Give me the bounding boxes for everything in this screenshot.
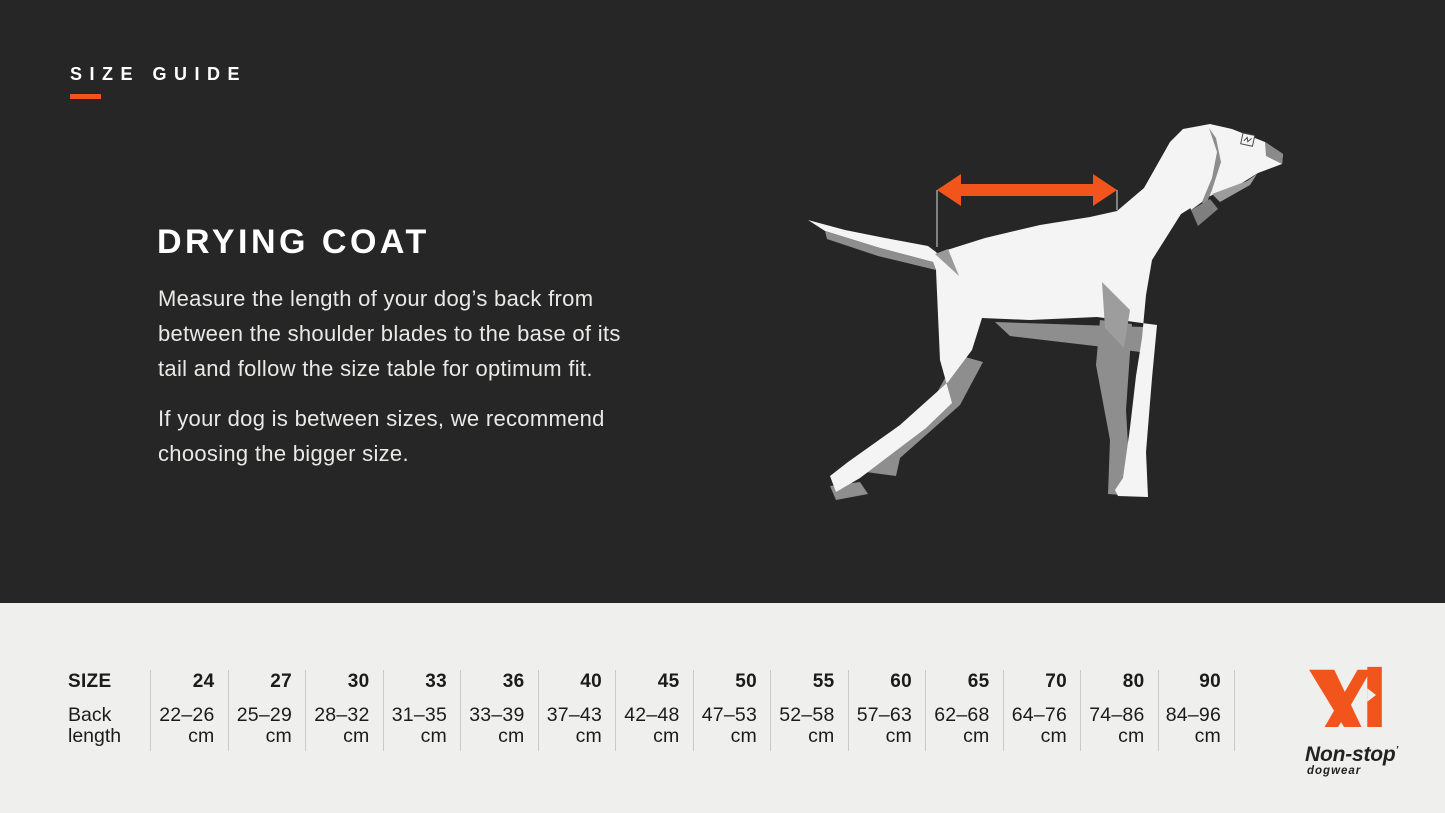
brand-logo: Non-stop’ dogwear [1305, 663, 1425, 777]
brand-name-text: Non-stop [1305, 743, 1396, 766]
range-unit: cm [730, 725, 757, 747]
size-column-60: 60 57–63 cm [847, 670, 926, 751]
range-value: 57–63 [856, 704, 912, 726]
size-value: 45 [657, 671, 680, 692]
dog-far-side-shading [830, 320, 1145, 500]
dog-illustration [808, 124, 1283, 500]
range-unit: cm [653, 725, 680, 747]
size-column-65: 65 62–68 cm [925, 670, 1003, 751]
range-value: 84–96 [1165, 704, 1221, 726]
brand-subtitle: dogwear [1307, 765, 1362, 777]
range-unit: cm [885, 725, 912, 747]
measurement-arrow [937, 174, 1117, 206]
size-value: 24 [192, 671, 215, 692]
range-value: 42–48 [624, 704, 680, 726]
size-table: SIZE Back length 24 22–26 cm 27 25–29 cm… [68, 670, 1235, 751]
page-title: DRYING COAT [157, 223, 430, 261]
size-value: 90 [1199, 671, 1221, 692]
dog-ear [1180, 128, 1217, 210]
size-value: 33 [425, 671, 447, 692]
dog-shading [825, 128, 1283, 348]
range-value: 52–58 [779, 704, 835, 726]
size-column-55: 55 52–58 cm [770, 670, 848, 751]
size-column-40: 40 37–43 cm [537, 670, 616, 751]
range-unit: cm [343, 725, 370, 747]
size-column-33: 33 31–35 cm [382, 670, 461, 751]
eyebrow-underline [70, 94, 101, 99]
range-value: 62–68 [934, 704, 990, 726]
size-value: 65 [967, 671, 990, 692]
nonstop-logo-icon [1309, 666, 1382, 727]
brand-trademark: ’ [1395, 745, 1399, 756]
range-value: 33–39 [469, 704, 525, 726]
size-column-50: 50 47–53 cm [692, 670, 771, 751]
range-value: 25–29 [236, 704, 292, 726]
range-unit: cm [1118, 725, 1145, 747]
measure-instructions: Measure the length of your dog’s back fr… [158, 286, 621, 381]
size-row-label: SIZE [68, 671, 112, 692]
range-unit: cm [420, 725, 447, 747]
size-value: 50 [735, 671, 757, 692]
size-column-70: 70 64–76 cm [1002, 670, 1081, 751]
range-value: 64–76 [1011, 704, 1067, 726]
back-length-row-label: Back length [68, 704, 122, 747]
size-value: 80 [1122, 671, 1145, 692]
size-column-80: 80 74–86 cm [1080, 670, 1158, 751]
range-unit: cm [1040, 725, 1067, 747]
range-unit: cm [808, 725, 835, 747]
range-unit: cm [963, 725, 990, 747]
brand-name: Non-stop’ [1305, 741, 1425, 765]
range-unit: cm [1194, 725, 1221, 747]
dark-panel [0, 0, 1445, 603]
range-unit: cm [188, 725, 215, 747]
size-column-24: 24 22–26 cm [150, 670, 228, 751]
size-value: 60 [890, 671, 912, 692]
dog-head-logo-mark [1240, 132, 1256, 147]
size-column-30: 30 28–32 cm [305, 670, 383, 751]
size-column-45: 45 42–48 cm [615, 670, 693, 751]
between-sizes-note: If your dog is between sizes, we recomme… [158, 406, 605, 466]
dog-body [808, 124, 1283, 497]
measurement-guides [936, 190, 1118, 247]
size-value: 55 [812, 671, 835, 692]
size-value: 40 [580, 671, 602, 692]
range-value: 28–32 [314, 704, 370, 726]
range-value: 74–86 [1089, 704, 1145, 726]
range-unit: cm [575, 725, 602, 747]
size-value: 36 [502, 671, 525, 692]
range-unit: cm [498, 725, 525, 747]
size-table-label-column: SIZE Back length [68, 670, 150, 751]
range-value: 22–26 [159, 704, 215, 726]
range-value: 31–35 [391, 704, 447, 726]
page-eyebrow: SIZE GUIDE [70, 64, 248, 84]
dog-nose [1265, 142, 1283, 164]
size-value: 70 [1045, 671, 1067, 692]
range-unit: cm [265, 725, 292, 747]
size-column-27: 27 25–29 cm [227, 670, 306, 751]
size-value: 30 [347, 671, 370, 692]
size-column-36: 36 33–39 cm [460, 670, 538, 751]
light-panel [0, 603, 1445, 813]
range-value: 37–43 [546, 704, 602, 726]
range-value: 47–53 [701, 704, 757, 726]
size-column-90: 90 84–96 cm [1157, 670, 1235, 751]
size-value: 27 [270, 671, 292, 692]
